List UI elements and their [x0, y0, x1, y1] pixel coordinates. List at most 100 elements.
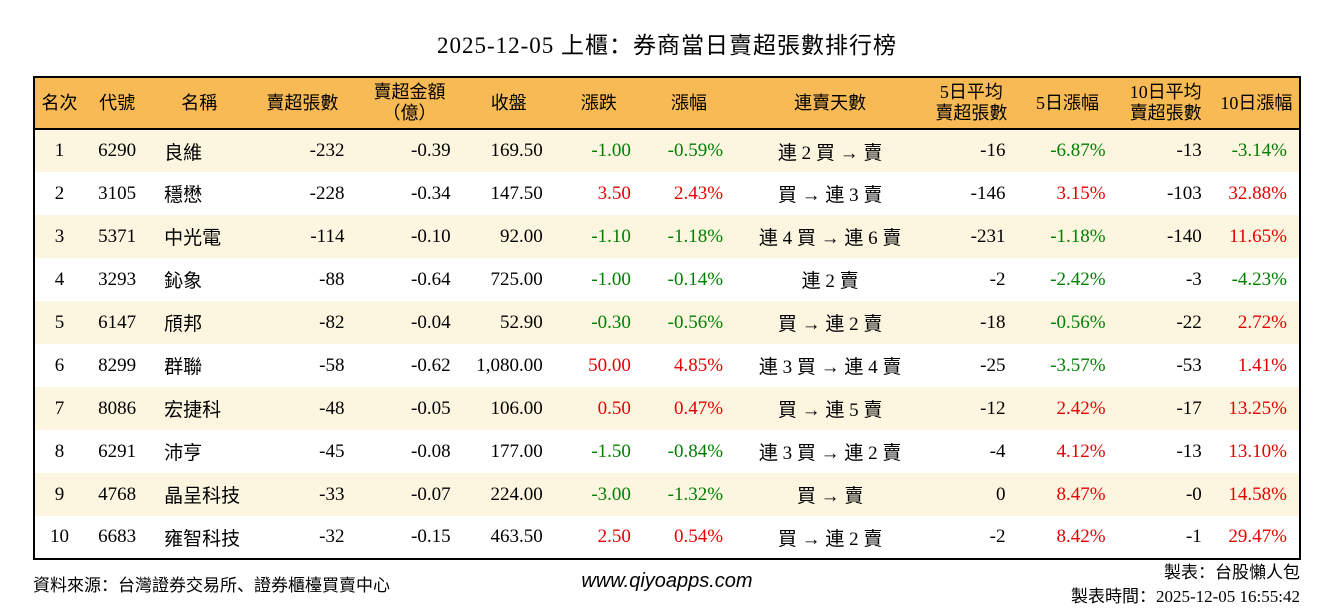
cell-change: -1.50: [554, 430, 643, 473]
cell-pct5: -3.57%: [1017, 344, 1118, 387]
cell-net-sell-volume: -33: [248, 473, 357, 516]
cell-pct10: 29.47%: [1213, 516, 1300, 559]
cell-pct10: 32.88%: [1213, 172, 1300, 215]
cell-rank: 7: [34, 387, 85, 430]
cell-pct10: 14.58%: [1213, 473, 1300, 516]
cell-name: 沛亨: [150, 430, 249, 473]
column-header-close: 收盤: [462, 77, 555, 130]
cell-change-pct: 2.43%: [642, 172, 736, 215]
cell-avg10-net-sell: -13: [1117, 430, 1214, 473]
cell-name: 宏捷科: [150, 387, 249, 430]
cell-net-sell-volume: -48: [248, 387, 357, 430]
cell-net-sell-amount: -0.34: [356, 172, 463, 215]
cell-avg5-net-sell: -12: [925, 387, 1018, 430]
cell-sell-streak: 連 2 賣: [735, 258, 926, 301]
cell-sell-streak: 連 3 買 → 連 2 賣: [735, 430, 926, 473]
cell-close: 1,080.00: [462, 344, 555, 387]
cell-code: 5371: [84, 215, 151, 258]
cell-name: 穩懋: [150, 172, 249, 215]
cell-rank: 2: [34, 172, 85, 215]
table-body: 1 6290 良維 -232 -0.39 169.50 -1.00 -0.59% 連 2 買 →…: [34, 129, 1300, 559]
cell-net-sell-amount: -0.07: [356, 473, 463, 516]
cell-pct5: 8.42%: [1017, 516, 1118, 559]
cell-change-pct: 0.54%: [642, 516, 736, 559]
column-header-code: 代號: [84, 77, 151, 130]
cell-sell-streak: 連 3 買 → 連 4 賣: [735, 344, 926, 387]
column-header-avg10-net-sell: 10日平均 賣超張數: [1117, 77, 1214, 130]
table-header: 名次 代號 名稱 賣超張數 賣超金額 （億） 收盤 漲跌 漲幅 連賣天數 5日平均 賣超張數 5日漲幅 1…: [34, 77, 1300, 130]
cell-avg10-net-sell: -0: [1117, 473, 1214, 516]
cell-change-pct: -1.18%: [642, 215, 736, 258]
cell-code: 6290: [84, 129, 151, 172]
cell-avg10-net-sell: -1: [1117, 516, 1214, 559]
cell-change: 0.50: [554, 387, 643, 430]
cell-sell-streak: 買 → 賣: [735, 473, 926, 516]
cell-pct10: 13.25%: [1213, 387, 1300, 430]
cell-code: 6291: [84, 430, 151, 473]
cell-code: 8086: [84, 387, 151, 430]
cell-pct5: 3.15%: [1017, 172, 1118, 215]
cell-change: 3.50: [554, 172, 643, 215]
cell-net-sell-amount: -0.39: [356, 129, 463, 172]
cell-change-pct: 0.47%: [642, 387, 736, 430]
cell-avg10-net-sell: -22: [1117, 301, 1214, 344]
cell-net-sell-volume: -45: [248, 430, 357, 473]
cell-pct5: -0.56%: [1017, 301, 1118, 344]
cell-avg5-net-sell: -2: [925, 258, 1018, 301]
page-title: 2025-12-05 上櫃：券商當日賣超張數排行榜: [436, 33, 898, 58]
cell-net-sell-amount: -0.05: [356, 387, 463, 430]
table-row: 1 6290 良維 -232 -0.39 169.50 -1.00 -0.59% 連 2 買 →…: [34, 129, 1300, 172]
cell-change-pct: -1.32%: [642, 473, 736, 516]
cell-pct10: 13.10%: [1213, 430, 1300, 473]
cell-close: 725.00: [462, 258, 555, 301]
cell-sell-streak: 連 2 買 → 賣: [735, 129, 926, 172]
cell-close: 224.00: [462, 473, 555, 516]
cell-net-sell-amount: -0.15: [356, 516, 463, 559]
cell-avg10-net-sell: -3: [1117, 258, 1214, 301]
cell-avg5-net-sell: -146: [925, 172, 1018, 215]
cell-rank: 5: [34, 301, 85, 344]
cell-net-sell-volume: -88: [248, 258, 357, 301]
cell-name: 雍智科技: [150, 516, 249, 559]
cell-code: 6147: [84, 301, 151, 344]
data-source-note: 資料來源：台灣證券交易所、證券櫃檯買賣中心: [33, 576, 390, 595]
cell-name: 晶呈科技: [150, 473, 249, 516]
cell-close: 92.00: [462, 215, 555, 258]
cell-avg10-net-sell: -13: [1117, 129, 1214, 172]
cell-rank: 8: [34, 430, 85, 473]
cell-avg5-net-sell: -16: [925, 129, 1018, 172]
cell-net-sell-amount: -0.62: [356, 344, 463, 387]
cell-change: -0.30: [554, 301, 643, 344]
cell-pct10: 1.41%: [1213, 344, 1300, 387]
cell-avg5-net-sell: -231: [925, 215, 1018, 258]
cell-rank: 4: [34, 258, 85, 301]
cell-net-sell-volume: -232: [248, 129, 357, 172]
cell-pct10: 2.72%: [1213, 301, 1300, 344]
table-row: 5 6147 頎邦 -82 -0.04 52.90 -0.30 -0.56% 買 → 連 2 賣…: [34, 301, 1300, 344]
table-header-row: 名次 代號 名稱 賣超張數 賣超金額 （億） 收盤 漲跌 漲幅 連賣天數 5日平均 賣超張數 5日漲幅 1…: [34, 77, 1300, 130]
cell-change: 50.00: [554, 344, 643, 387]
cell-net-sell-volume: -32: [248, 516, 357, 559]
table-row: 8 6291 沛亨 -45 -0.08 177.00 -1.50 -0.84% 連 3 買 → …: [34, 430, 1300, 473]
cell-close: 177.00: [462, 430, 555, 473]
cell-rank: 3: [34, 215, 85, 258]
column-header-net-sell-volume: 賣超張數: [248, 77, 357, 130]
cell-close: 169.50: [462, 129, 555, 172]
cell-pct5: -2.42%: [1017, 258, 1118, 301]
cell-change: -1.00: [554, 258, 643, 301]
cell-name: 中光電: [150, 215, 249, 258]
cell-change-pct: -0.14%: [642, 258, 736, 301]
cell-net-sell-volume: -82: [248, 301, 357, 344]
cell-change-pct: -0.84%: [642, 430, 736, 473]
cell-avg5-net-sell: -2: [925, 516, 1018, 559]
cell-avg5-net-sell: 0: [925, 473, 1018, 516]
cell-code: 3293: [84, 258, 151, 301]
cell-change: -1.10: [554, 215, 643, 258]
cell-avg10-net-sell: -103: [1117, 172, 1214, 215]
cell-rank: 9: [34, 473, 85, 516]
cell-sell-streak: 買 → 連 2 賣: [735, 301, 926, 344]
cell-avg10-net-sell: -53: [1117, 344, 1214, 387]
cell-pct10: -4.23%: [1213, 258, 1300, 301]
cell-pct10: -3.14%: [1213, 129, 1300, 172]
